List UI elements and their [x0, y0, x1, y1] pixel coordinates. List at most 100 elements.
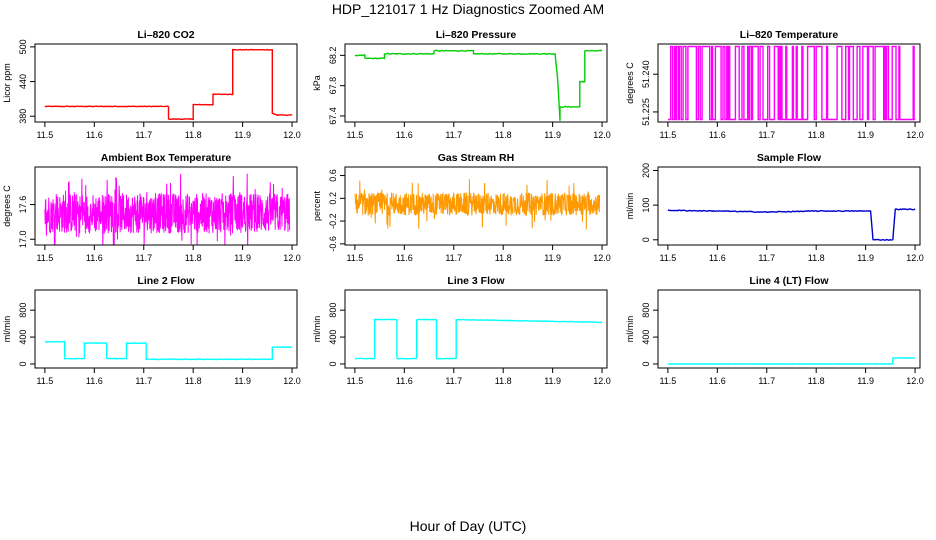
series-line	[44, 173, 291, 245]
x-tick-label: 11.8	[185, 376, 202, 386]
y-tick-label: 800	[18, 303, 28, 318]
x-tick-label: 11.7	[445, 253, 462, 263]
x-tick-label: 11.5	[36, 376, 53, 386]
x-tick-label: 11.7	[758, 253, 775, 263]
y-tick-label: 440	[18, 74, 28, 89]
panel-y-label: ml/min	[625, 193, 635, 220]
panel-title: Li–820 Pressure	[436, 29, 517, 41]
series-line	[667, 208, 916, 241]
panel-title: Li–820 CO2	[137, 29, 194, 41]
panel-y-label: Licor ppm	[2, 63, 12, 103]
y-tick-label: 51.240	[641, 60, 651, 88]
panel-title: Line 3 Flow	[447, 275, 505, 287]
x-tick-label: 11.5	[659, 130, 676, 140]
chart-panel-4: Ambient Box Temperature degrees C 11.5 11.6…	[2, 152, 301, 263]
x-tick-label: 11.9	[857, 253, 874, 263]
chart-panel-6: Sample Flow ml/min 11.5 11.6 11.7 11.8 11.9 12.…	[625, 152, 924, 263]
plot-frame	[34, 43, 298, 123]
series-line	[667, 45, 916, 121]
panel-y-label: ml/min	[312, 316, 322, 343]
y-tick-label: 400	[641, 330, 651, 345]
series-line	[44, 340, 293, 361]
x-tick-label: 12.0	[906, 376, 924, 386]
x-tick-label: 11.9	[234, 253, 251, 263]
x-tick-label: 11.6	[86, 253, 103, 263]
y-tick-label: 500	[18, 39, 28, 54]
y-tick-label: 68.2	[328, 47, 338, 65]
y-tick-label: 0	[641, 361, 651, 366]
panel-title: Li–820 Temperature	[740, 29, 839, 41]
plot-frame	[344, 166, 608, 246]
series-line	[354, 179, 601, 230]
x-tick-label: 11.5	[36, 253, 53, 263]
figure-x-axis-label: Hour of Day (UTC)	[409, 518, 527, 534]
x-tick-label: 11.6	[396, 376, 413, 386]
y-tick-label: 0	[18, 361, 28, 366]
chart-panel-9: Line 4 (LT) Flow ml/min 11.5 11.6 11.7 11.8 11…	[625, 275, 924, 386]
x-tick-label: 11.6	[709, 253, 726, 263]
x-tick-label: 12.0	[593, 130, 611, 140]
y-tick-label: 800	[328, 303, 338, 318]
x-tick-label: 11.8	[495, 253, 512, 263]
y-tick-label: 400	[328, 330, 338, 345]
x-tick-label: 11.9	[544, 253, 561, 263]
x-tick-label: 11.9	[857, 376, 874, 386]
x-tick-label: 11.6	[86, 376, 103, 386]
chart-panel-3: Li–820 Temperature degrees C 11.5 11.6 11.7 1…	[625, 29, 924, 140]
y-tick-label: 0.6	[328, 169, 338, 182]
series-line	[354, 318, 603, 360]
y-tick-label: 200	[641, 163, 651, 178]
panel-title: Line 4 (LT) Flow	[749, 275, 829, 287]
x-tick-label: 11.8	[808, 376, 825, 386]
x-tick-label: 12.0	[593, 253, 611, 263]
x-tick-label: 11.8	[808, 130, 825, 140]
plot-frame	[657, 43, 921, 123]
x-tick-label: 12.0	[906, 253, 924, 263]
x-tick-label: 11.8	[185, 253, 202, 263]
panel-y-label: ml/min	[625, 316, 635, 343]
panel-title: Ambient Box Temperature	[101, 152, 232, 164]
x-tick-label: 11.6	[396, 130, 413, 140]
series-line	[667, 357, 916, 365]
x-tick-label: 11.6	[709, 376, 726, 386]
plot-frame	[34, 289, 298, 369]
y-tick-label: -0.6	[328, 236, 338, 252]
y-tick-label: -0.2	[328, 213, 338, 229]
x-tick-label: 11.5	[346, 130, 363, 140]
x-tick-label: 11.8	[185, 130, 202, 140]
x-tick-label: 11.5	[346, 376, 363, 386]
x-tick-label: 11.9	[234, 376, 251, 386]
x-tick-label: 11.8	[495, 376, 512, 386]
series-line	[44, 48, 293, 121]
chart-panel-5: Gas Stream RH percent 11.5 11.6 11.7 11.8 11.9…	[312, 152, 611, 263]
x-tick-label: 11.9	[544, 130, 561, 140]
x-tick-label: 11.9	[234, 130, 251, 140]
x-tick-label: 12.0	[906, 130, 924, 140]
panel-title: Sample Flow	[757, 152, 822, 164]
x-tick-label: 11.6	[396, 253, 413, 263]
y-tick-label: 67.4	[328, 107, 338, 125]
chart-panel-8: Line 3 Flow ml/min 11.5 11.6 11.7 11.8 11.9 12.…	[312, 275, 611, 386]
y-tick-label: 17.0	[18, 230, 28, 248]
x-tick-label: 12.0	[283, 253, 301, 263]
x-tick-label: 12.0	[283, 376, 301, 386]
plot-frame	[344, 43, 608, 123]
panel-title: Line 2 Flow	[137, 275, 195, 287]
x-tick-label: 11.9	[857, 130, 874, 140]
x-tick-label: 11.5	[659, 376, 676, 386]
x-tick-label: 11.6	[709, 130, 726, 140]
series-line	[354, 49, 603, 121]
y-tick-label: 51.225	[641, 98, 651, 126]
plot-frame	[34, 166, 298, 246]
panel-y-label: ml/min	[2, 316, 12, 343]
panel-y-label: percent	[312, 190, 322, 221]
x-tick-label: 11.7	[135, 376, 152, 386]
chart-panel-7: Line 2 Flow ml/min 11.5 11.6 11.7 11.8 11.9 12.…	[2, 275, 301, 386]
x-tick-label: 11.8	[808, 253, 825, 263]
x-tick-label: 11.7	[758, 376, 775, 386]
x-tick-label: 11.7	[445, 130, 462, 140]
y-tick-label: 800	[641, 303, 651, 318]
y-tick-label: 0	[328, 361, 338, 366]
x-tick-label: 11.5	[659, 253, 676, 263]
y-tick-label: 67.8	[328, 77, 338, 95]
